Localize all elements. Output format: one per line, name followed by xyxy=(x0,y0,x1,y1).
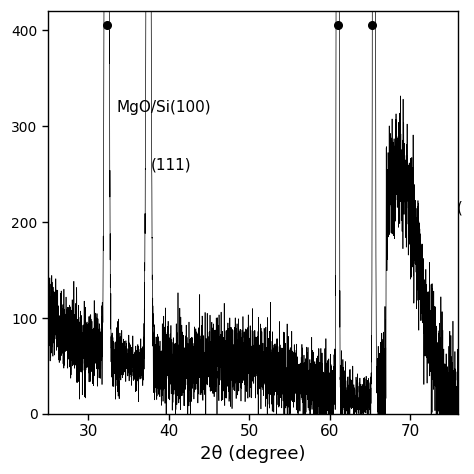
Text: MgO/Si(100): MgO/Si(100) xyxy=(116,100,211,115)
X-axis label: 2θ (degree): 2θ (degree) xyxy=(201,445,306,463)
Text: (111): (111) xyxy=(151,157,191,172)
Text: (: ( xyxy=(457,200,463,215)
